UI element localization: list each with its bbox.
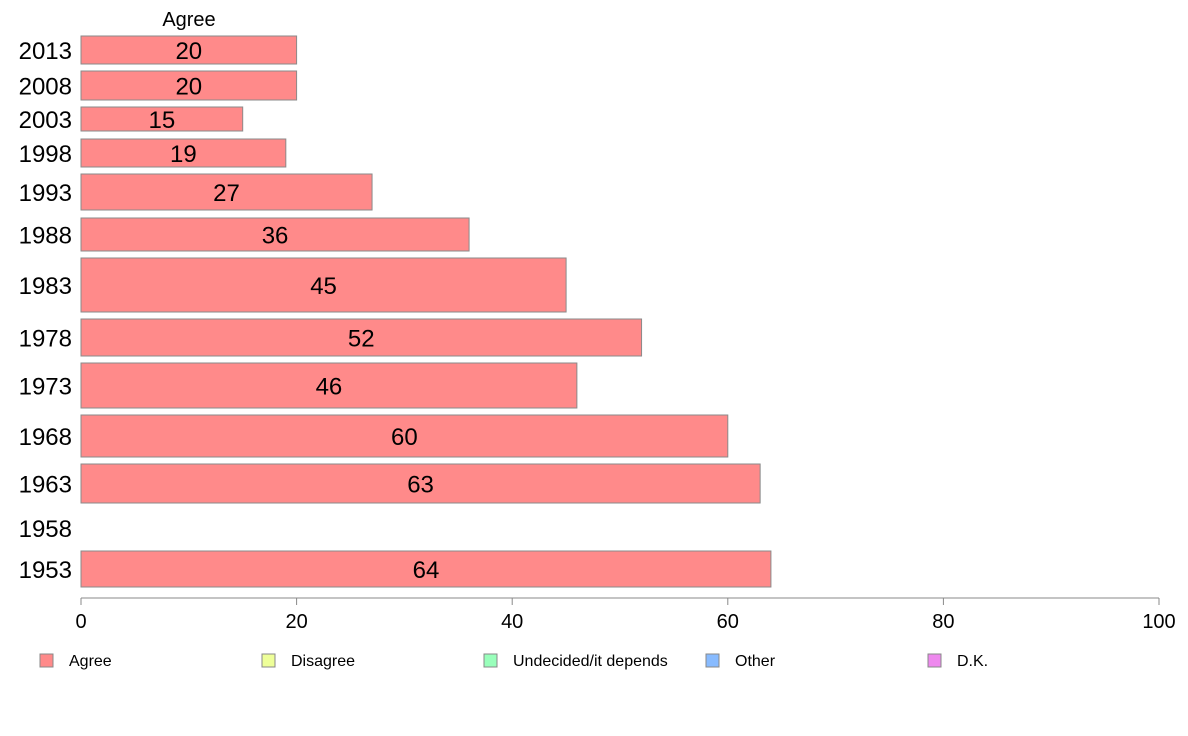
data-label: 45 bbox=[310, 273, 337, 300]
legend-label: Disagree bbox=[291, 653, 355, 670]
bar bbox=[80, 362, 578, 409]
bars bbox=[80, 35, 772, 588]
x-tick-label: 60 bbox=[717, 611, 739, 633]
year-label: 1988 bbox=[19, 223, 72, 250]
x-tick-label: 40 bbox=[501, 611, 523, 633]
bar bbox=[80, 106, 244, 132]
year-label: 1958 bbox=[19, 516, 72, 543]
bar bbox=[80, 463, 761, 504]
year-label: 1973 bbox=[19, 374, 72, 401]
data-label: 36 bbox=[262, 223, 289, 250]
legend-label: Agree bbox=[69, 653, 112, 670]
legend-swatch bbox=[927, 653, 942, 668]
year-label: 1968 bbox=[19, 424, 72, 451]
bar bbox=[80, 550, 772, 588]
x-tick-label: 20 bbox=[285, 611, 307, 633]
x-tick-label: 0 bbox=[75, 611, 86, 633]
year-label: 1998 bbox=[19, 141, 72, 168]
legend-label: D.K. bbox=[957, 653, 988, 670]
x-tick-label: 100 bbox=[1142, 611, 1175, 633]
legend-swatch bbox=[39, 653, 54, 668]
data-label: 63 bbox=[407, 472, 434, 499]
bar bbox=[80, 35, 298, 65]
year-label: 2003 bbox=[19, 107, 72, 134]
data-label: 15 bbox=[148, 107, 175, 134]
year-label: 1963 bbox=[19, 472, 72, 499]
bar bbox=[80, 70, 298, 101]
legend-label: Undecided/it depends bbox=[513, 653, 668, 670]
legend: Agree Disagree Undecided/it depends Other D.… bbox=[39, 653, 988, 670]
legend-swatch bbox=[261, 653, 276, 668]
data-label: 27 bbox=[213, 180, 240, 207]
data-label: 46 bbox=[316, 374, 343, 401]
year-label: 1983 bbox=[19, 273, 72, 300]
data-label: 19 bbox=[170, 141, 197, 168]
x-tick-label: 80 bbox=[932, 611, 954, 633]
data-label: 64 bbox=[413, 557, 440, 584]
year-label: 2008 bbox=[19, 74, 72, 101]
legend-swatch bbox=[483, 653, 498, 668]
bar bbox=[80, 138, 287, 168]
bar bbox=[80, 414, 729, 458]
data-label: 60 bbox=[391, 424, 418, 451]
legend-label: Other bbox=[735, 653, 776, 670]
year-labels: 2013 2008 2003 1998 1993 1988 1983 1978 1973 1968… bbox=[19, 38, 72, 584]
x-axis: 0 20 40 60 80 100 bbox=[75, 597, 1176, 633]
data-label: 20 bbox=[175, 38, 202, 65]
bar bbox=[80, 217, 470, 252]
year-label: 1978 bbox=[19, 326, 72, 353]
year-label: 2013 bbox=[19, 38, 72, 65]
bar bbox=[80, 257, 567, 313]
data-label: 20 bbox=[175, 74, 202, 101]
bar bbox=[80, 318, 643, 357]
year-label: 1953 bbox=[19, 557, 72, 584]
column-header: Agree bbox=[162, 9, 215, 31]
bar bbox=[80, 173, 373, 211]
year-label: 1993 bbox=[19, 180, 72, 207]
data-label: 52 bbox=[348, 326, 375, 353]
legend-swatch bbox=[705, 653, 720, 668]
